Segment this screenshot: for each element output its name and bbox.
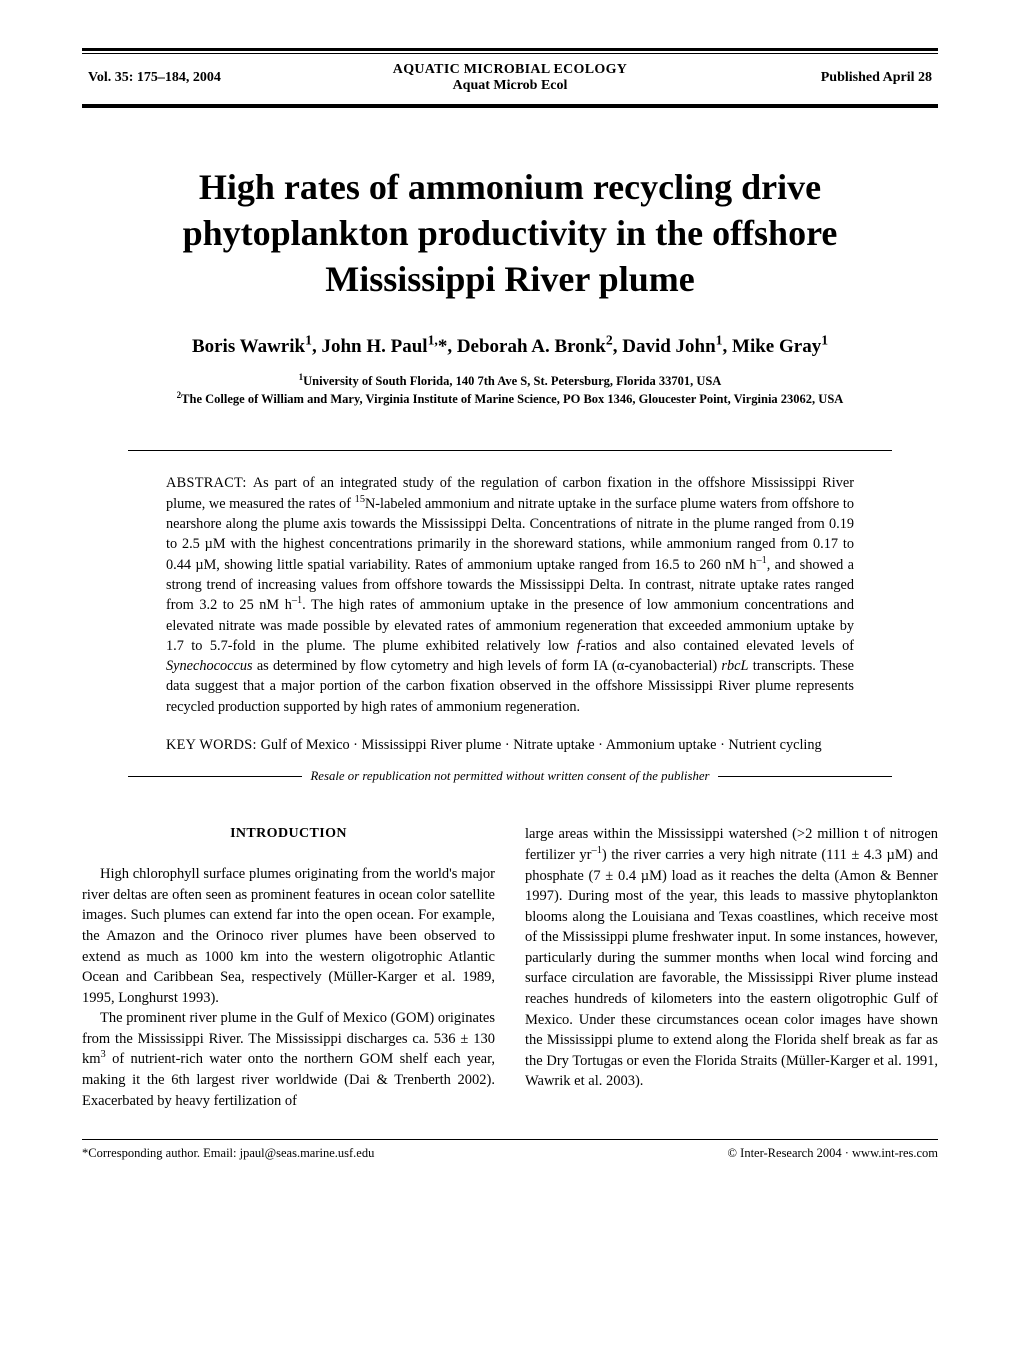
abstract-block: ABSTRACT: As part of an integrated study… <box>166 473 854 717</box>
keywords-block: KEY WORDS: Gulf of Mexico · Mississippi … <box>166 735 854 755</box>
corresponding-author: *Corresponding author. Email: jpaul@seas… <box>82 1146 374 1161</box>
resale-notice-row: Resale or republication not permitted wi… <box>128 769 892 784</box>
abstract-label: ABSTRACT: <box>166 475 253 491</box>
intro-paragraph-2-continued: large areas within the Mississippi water… <box>525 824 938 1092</box>
abstract-top-rule <box>128 450 892 451</box>
masthead-row: Vol. 35: 175–184, 2004 AQUATIC MICROBIAL… <box>82 54 938 102</box>
copyright-notice: © Inter-Research 2004 · www.int-res.com <box>728 1146 938 1161</box>
body-columns: INTRODUCTION High chlorophyll surface pl… <box>82 824 938 1111</box>
author-list: Boris Wawrik1, John H. Paul1,*, Deborah … <box>82 336 938 358</box>
title-line-3: Mississippi River plume <box>325 259 694 299</box>
column-right: large areas within the Mississippi water… <box>525 824 938 1111</box>
title-line-2: phytoplankton productivity in the offsho… <box>183 213 838 253</box>
header-rule-top-thick <box>82 48 938 51</box>
resale-rule-right <box>718 776 892 777</box>
volume-issue: Vol. 35: 175–184, 2004 <box>88 70 336 86</box>
affiliation-2: 2The College of William and Mary, Virgin… <box>82 390 938 408</box>
resale-rule-left <box>128 776 302 777</box>
intro-paragraph-2: The prominent river plume in the Gulf of… <box>82 1008 495 1111</box>
column-left: INTRODUCTION High chlorophyll surface pl… <box>82 824 495 1111</box>
section-heading-introduction: INTRODUCTION <box>82 824 495 844</box>
keywords-label: KEY WORDS: <box>166 737 261 753</box>
affiliations: 1University of South Florida, 140 7th Av… <box>82 372 938 408</box>
title-line-1: High rates of ammonium recycling drive <box>199 167 821 207</box>
intro-paragraph-1: High chlorophyll surface plumes originat… <box>82 864 495 1008</box>
journal-name-abbrev: Aquat Microb Ecol <box>336 78 684 94</box>
abstract-text: As part of an integrated study of the re… <box>166 475 854 714</box>
journal-name-full: AQUATIC MICROBIAL ECOLOGY <box>336 62 684 78</box>
header-rule-bottom-thick <box>82 105 938 108</box>
keywords-text: Gulf of Mexico · Mississippi River plume… <box>261 737 822 753</box>
affiliation-1: 1University of South Florida, 140 7th Av… <box>82 372 938 390</box>
page-root: Vol. 35: 175–184, 2004 AQUATIC MICROBIAL… <box>0 0 1020 1201</box>
publication-date: Published April 28 <box>684 70 932 86</box>
journal-name-block: AQUATIC MICROBIAL ECOLOGY Aquat Microb E… <box>336 62 684 94</box>
article-title: High rates of ammonium recycling drive p… <box>82 164 938 302</box>
resale-notice-text: Resale or republication not permitted wi… <box>310 769 709 784</box>
page-footer: *Corresponding author. Email: jpaul@seas… <box>82 1139 938 1161</box>
